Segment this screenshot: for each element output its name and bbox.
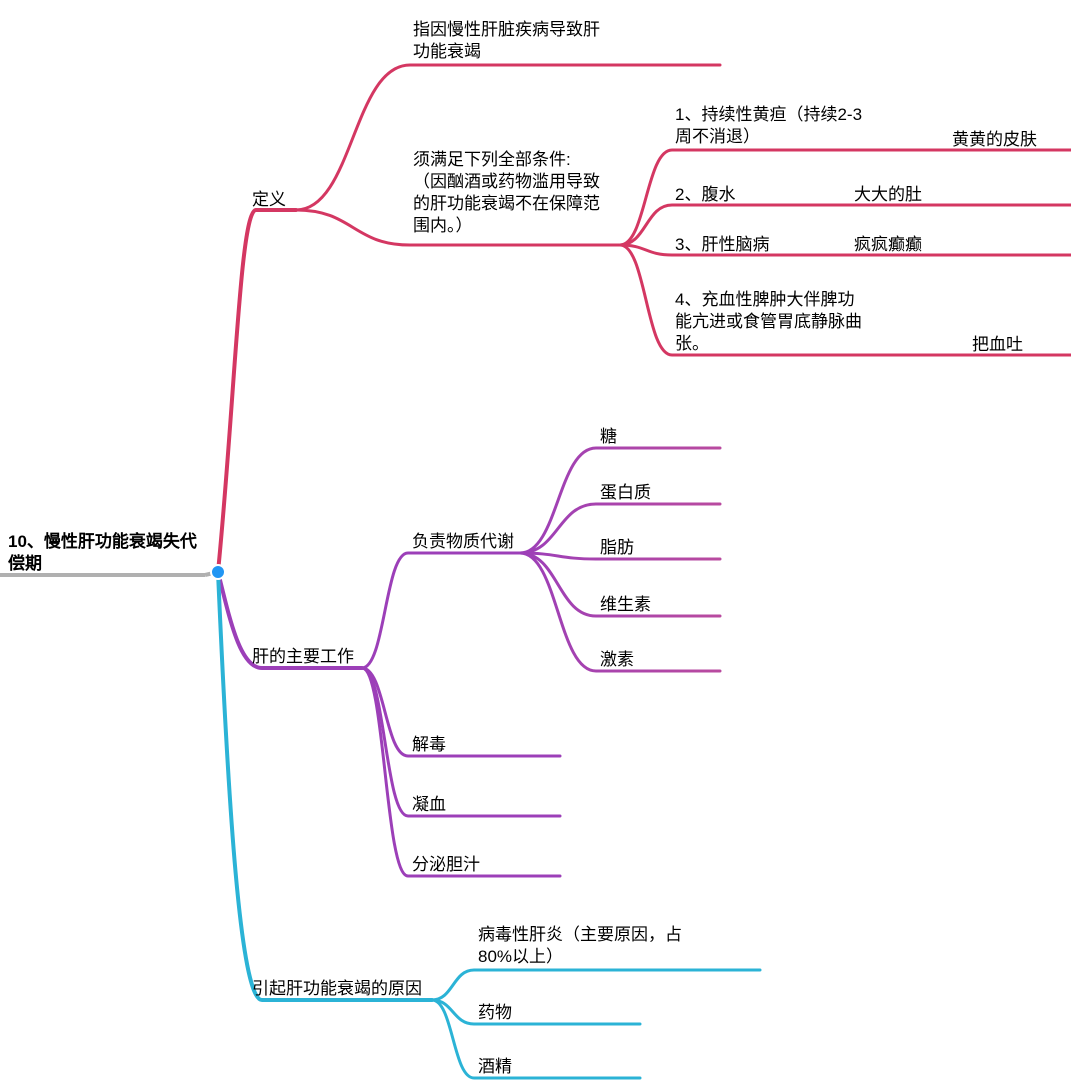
root-dot	[211, 565, 225, 579]
branch-definition	[218, 210, 296, 572]
condition-item: 2、腹水	[675, 185, 735, 204]
branch-connector	[432, 1000, 640, 1024]
root-label: 10、慢性肝功能衰竭失代偿期	[8, 531, 197, 573]
condition-item: 1、持续性黄疸（持续2-3周不消退）	[675, 105, 862, 146]
branch-connector	[432, 970, 760, 1000]
definition-child: 须满足下列全部条件:（因酗酒或药物滥用导致的肝功能衰竭不在保障范围内。）	[413, 150, 600, 235]
definition-child: 指因慢性肝脏疾病导致肝功能衰竭	[413, 19, 600, 61]
metabolism-item: 糖	[600, 427, 617, 446]
liver-work-item: 负责物质代谢	[412, 532, 514, 551]
branch-connector	[362, 668, 560, 756]
branch-liver-work-label: 肝的主要工作	[252, 647, 354, 666]
liver-work-item: 解毒	[412, 735, 446, 754]
branch-causes-label: 引起肝功能衰竭的原因	[252, 979, 422, 998]
condition-tail: 大大的肚	[854, 185, 922, 204]
metabolism-item: 脂肪	[600, 538, 634, 557]
branch-connector	[362, 668, 560, 816]
condition-item: 4、充血性脾肿大伴脾功能亢进或食管胃底静脉曲张。	[675, 290, 862, 353]
branch-connector	[620, 150, 875, 245]
cause-item: 药物	[478, 1003, 512, 1022]
condition-tail: 把血吐	[972, 335, 1023, 354]
liver-work-item: 凝血	[412, 795, 446, 814]
condition-tail: 疯疯癫癫	[854, 235, 922, 254]
branch-definition-label: 定义	[252, 190, 286, 209]
branch-connector	[362, 553, 520, 668]
cause-item: 病毒性肝炎（主要原因，占80%以上）	[478, 925, 682, 966]
metabolism-item: 激素	[600, 650, 634, 669]
condition-tail: 黄黄的皮肤	[952, 130, 1037, 149]
metabolism-item: 维生素	[600, 595, 651, 614]
liver-work-item: 分泌胆汁	[412, 855, 480, 874]
branch-connector	[432, 1000, 640, 1078]
condition-item: 3、肝性脑病	[675, 235, 769, 254]
branch-connector	[362, 668, 560, 876]
branch-causes	[218, 572, 432, 1000]
metabolism-item: 蛋白质	[600, 483, 651, 502]
cause-item: 酒精	[478, 1057, 512, 1076]
